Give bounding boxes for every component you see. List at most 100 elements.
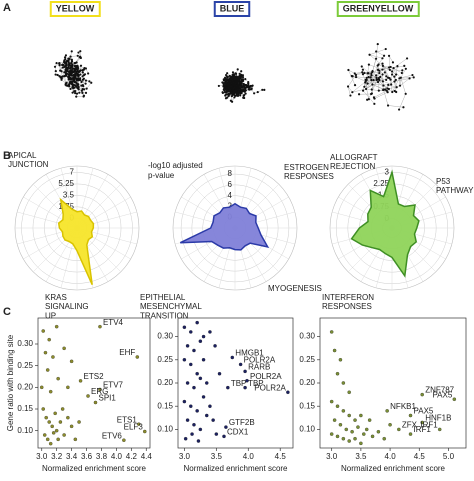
point	[245, 378, 249, 383]
point	[44, 415, 48, 420]
network-node	[72, 84, 75, 87]
point	[332, 348, 337, 353]
x-tick-label: 4.4	[141, 452, 153, 461]
network	[53, 50, 93, 98]
network-edge	[399, 78, 410, 86]
network-node	[87, 72, 90, 75]
network-node	[404, 67, 407, 70]
network-node	[73, 64, 76, 68]
x-tick-label: 4.0	[385, 452, 397, 461]
network-node	[366, 98, 369, 101]
point	[58, 420, 63, 424]
network-node	[224, 97, 228, 100]
network-node	[222, 81, 225, 85]
network-node	[367, 63, 371, 66]
point	[226, 385, 230, 390]
network-node	[384, 47, 387, 51]
point	[335, 371, 340, 376]
network-node	[247, 82, 250, 85]
network-node	[81, 71, 84, 74]
point	[341, 381, 346, 385]
point	[48, 389, 53, 394]
radar-category: KRAS SIGNALING UP	[45, 293, 89, 320]
point	[42, 433, 47, 437]
network-node	[361, 68, 364, 71]
network-node	[357, 93, 361, 96]
x-tick-label: 4.0	[111, 452, 123, 461]
network-node	[88, 80, 91, 83]
network-node	[242, 96, 245, 99]
point	[356, 425, 360, 429]
point-label: POLR2A	[244, 356, 276, 365]
network-node	[369, 76, 372, 79]
network-node	[79, 64, 83, 67]
x-tick-label: 3.0	[326, 452, 338, 461]
network-node	[390, 83, 393, 86]
network-edge	[348, 69, 355, 74]
network-node	[236, 88, 239, 91]
point	[408, 413, 413, 418]
network-node	[240, 89, 243, 93]
network-node	[226, 93, 230, 96]
network-node	[395, 73, 398, 76]
network-node	[64, 54, 68, 57]
network-node	[56, 73, 59, 77]
network-node	[375, 74, 378, 77]
network-node	[376, 80, 380, 84]
point	[286, 390, 290, 395]
point-label: ERG	[91, 387, 108, 396]
network-edge	[390, 66, 402, 74]
radar-category: ALLOGRAFT REJECTION	[330, 153, 378, 171]
point	[353, 418, 357, 422]
network-node	[90, 81, 93, 84]
point	[204, 381, 209, 385]
point	[50, 424, 54, 429]
network-node	[226, 78, 230, 81]
point	[78, 379, 83, 383]
point	[41, 329, 45, 333]
network-node	[228, 84, 232, 88]
network-node	[68, 83, 71, 86]
point-label: ZNF787	[425, 386, 454, 395]
x-tick-label: 3.2	[51, 452, 63, 461]
network-node	[59, 69, 62, 72]
point	[329, 330, 334, 334]
network-node	[400, 71, 403, 75]
point	[182, 325, 187, 330]
point	[382, 436, 386, 441]
network-edge	[371, 79, 378, 90]
panel-label: C	[3, 306, 11, 318]
radar-category: APICAL JUNCTION	[8, 151, 49, 169]
radar-tick-label: 3.5	[63, 190, 75, 199]
network-node	[247, 81, 250, 84]
y-tick-label: 0.10	[17, 426, 33, 435]
radar-axis-label: p-value	[148, 171, 175, 180]
network-node	[234, 72, 237, 75]
network-edge	[369, 54, 383, 59]
network-node	[383, 71, 386, 74]
module-box	[49, 1, 101, 17]
network-node	[80, 80, 83, 83]
network-node	[58, 62, 61, 65]
network-node	[84, 67, 88, 70]
point	[86, 394, 90, 398]
network-node	[368, 53, 371, 56]
network	[346, 42, 415, 111]
point	[143, 429, 147, 434]
network-node	[376, 68, 380, 71]
network-node	[388, 77, 391, 80]
network-edge	[352, 81, 366, 93]
network-node	[225, 88, 228, 91]
network-node	[387, 54, 391, 57]
point	[39, 385, 44, 390]
network-node	[384, 88, 387, 91]
network-node	[241, 74, 245, 77]
point	[122, 438, 126, 442]
radar-axis-label: -log10 adjusted	[148, 161, 203, 170]
point	[195, 371, 199, 376]
network-node	[243, 86, 247, 90]
radar-tick-label: 5.25	[58, 179, 74, 188]
point	[69, 424, 74, 429]
point-label: ETV7	[103, 381, 124, 390]
